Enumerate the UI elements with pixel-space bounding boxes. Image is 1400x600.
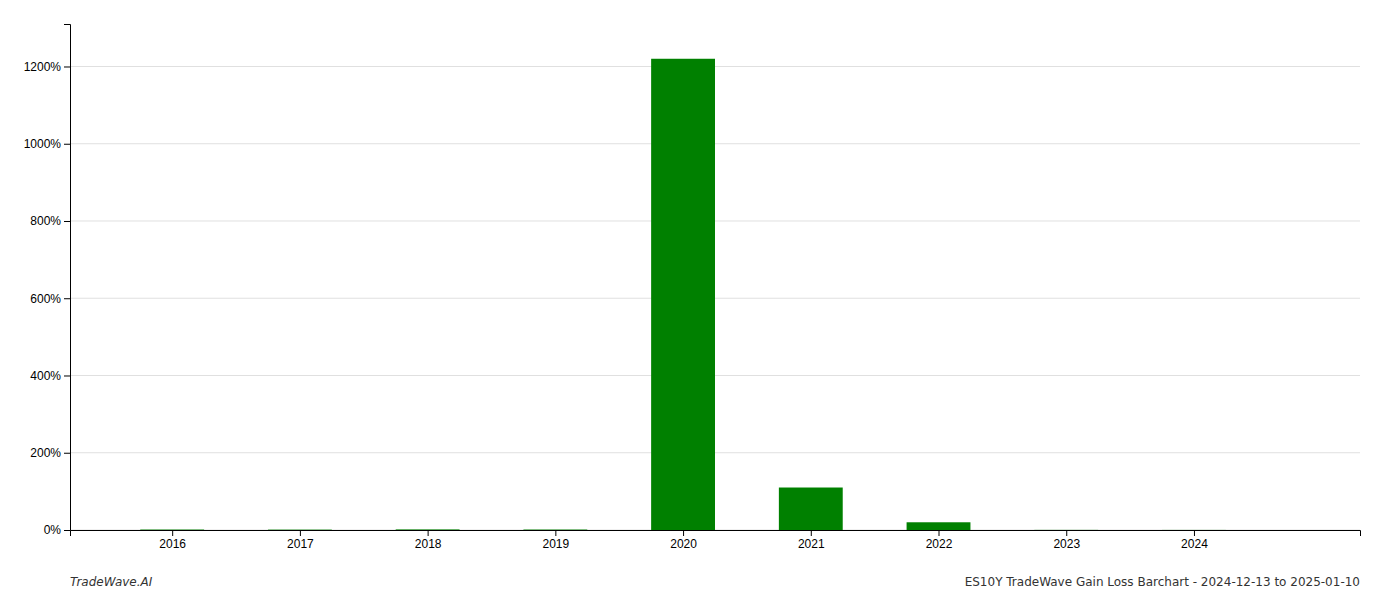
x-axis: 2016 2017 2018 2019 2020 2021 2022 2023 2024	[71, 530, 1361, 551]
x-tick-mark	[811, 530, 812, 536]
bar	[779, 488, 843, 530]
y-tick: 800%	[30, 214, 70, 228]
y-axis: 0% 200% 400% 600% 800% 1000% 1200%	[24, 25, 71, 538]
y-tick-mark	[64, 144, 70, 145]
y-axis-line	[64, 25, 71, 531]
y-tick-label: 600%	[30, 292, 61, 306]
y-tick: 200%	[30, 446, 70, 460]
x-tick: 2022	[926, 530, 953, 551]
x-tick-mark	[683, 530, 684, 536]
x-tick-mark	[1066, 530, 1067, 536]
x-tick-mark	[1194, 530, 1195, 536]
bar	[523, 529, 587, 530]
bar	[651, 59, 715, 530]
bar	[140, 529, 204, 530]
annotation: TradeWave.AI	[70, 575, 153, 589]
y-tick: 600%	[30, 292, 70, 306]
x-tick: 2019	[542, 530, 569, 551]
x-tick: 2018	[415, 530, 442, 551]
x-tick: 2016	[159, 530, 186, 551]
x-tick-label: 2024	[1181, 537, 1208, 551]
annotation: ES10Y TradeWave Gain Loss Barchart - 202…	[965, 575, 1360, 589]
x-tick-mark	[172, 530, 173, 536]
x-tick: 2021	[798, 530, 825, 551]
x-tick: 2023	[1053, 530, 1080, 551]
bar	[907, 522, 971, 530]
x-tick-label: 2020	[670, 537, 697, 551]
y-tick-mark	[64, 66, 70, 67]
bar	[1162, 529, 1226, 530]
bars	[140, 59, 1226, 530]
bar	[1034, 529, 1098, 530]
x-tick-mark	[300, 530, 301, 536]
x-tick-mark	[939, 530, 940, 536]
chart-svg: 2016 2017 2018 2019 2020 2021 2022 2023 2024 0% 20…	[0, 0, 1400, 600]
x-tick-label: 2018	[415, 537, 442, 551]
y-tick: 1200%	[24, 60, 70, 74]
y-tick-label: 400%	[30, 369, 61, 383]
bar	[396, 529, 460, 530]
y-tick-mark	[64, 221, 70, 222]
x-tick-mark	[428, 530, 429, 536]
y-tick-mark	[64, 530, 70, 531]
x-tick-label: 2023	[1053, 537, 1080, 551]
x-tick-label: 2019	[542, 537, 569, 551]
x-tick: 2017	[287, 530, 314, 551]
x-tick-label: 2021	[798, 537, 825, 551]
x-tick-label: 2016	[159, 537, 186, 551]
y-tick-label: 200%	[30, 446, 61, 460]
x-tick-label: 2022	[926, 537, 953, 551]
y-tick: 400%	[30, 369, 70, 383]
plot-area: 2016 2017 2018 2019 2020 2021 2022 2023 2024 0% 20…	[24, 25, 1361, 551]
x-tick: 2024	[1181, 530, 1208, 551]
bar	[268, 529, 332, 530]
y-tick-mark	[64, 298, 70, 299]
x-tick-label: 2017	[287, 537, 314, 551]
y-tick: 1000%	[24, 137, 70, 151]
y-tick-label: 800%	[30, 214, 61, 228]
y-tick-mark	[64, 453, 70, 454]
y-tick-label: 1000%	[24, 137, 62, 151]
y-tick-label: 0%	[44, 523, 62, 537]
y-tick-mark	[64, 375, 70, 376]
x-tick-mark	[555, 530, 556, 536]
y-tick-label: 1200%	[24, 60, 62, 74]
x-tick: 2020	[670, 530, 697, 551]
x-axis-line	[71, 531, 1361, 537]
y-tick: 0%	[44, 523, 70, 537]
